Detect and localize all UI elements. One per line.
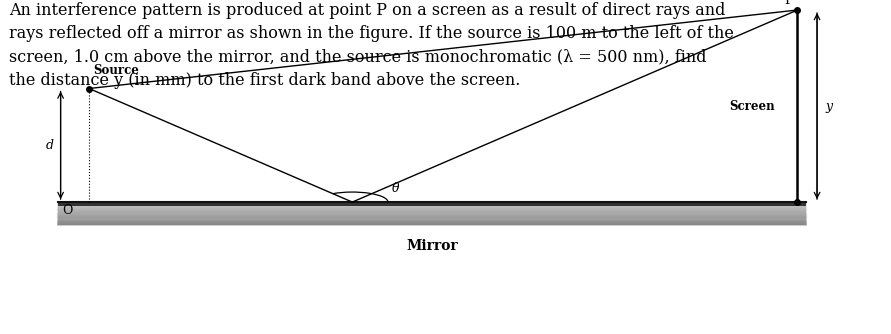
Text: O: O [62, 204, 73, 217]
Bar [58, 202, 806, 206]
Text: θ: θ [391, 182, 399, 195]
Text: Source: Source [94, 64, 139, 77]
Text: P: P [784, 0, 793, 7]
Bar [58, 202, 806, 225]
Text: Screen: Screen [730, 100, 775, 113]
Text: Mirror: Mirror [406, 239, 458, 253]
Text: y: y [826, 100, 833, 113]
Text: An interference pattern is produced at point P on a screen as a result of direct: An interference pattern is produced at p… [9, 2, 734, 89]
Text: d: d [45, 139, 53, 152]
